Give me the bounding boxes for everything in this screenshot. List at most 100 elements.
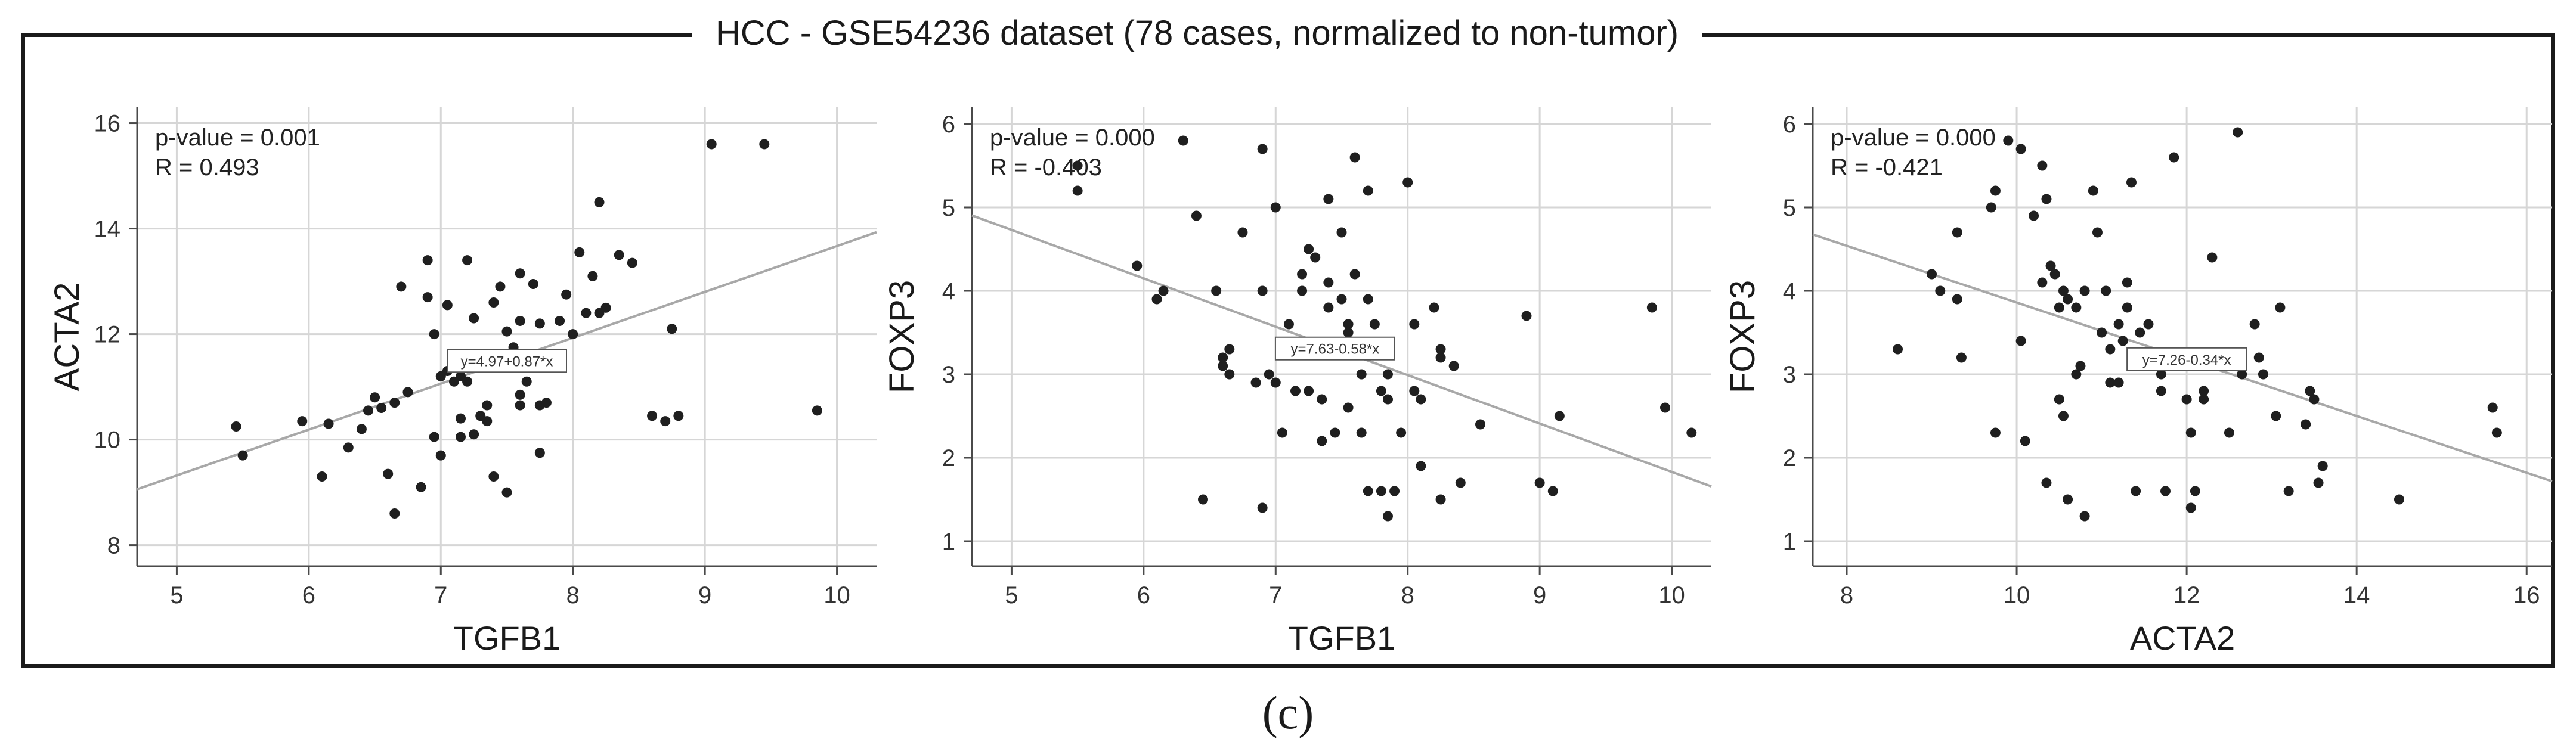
x-tick-label: 5 (1005, 582, 1018, 609)
y-axis-label: FOXP3 (883, 280, 921, 393)
data-point (1151, 294, 1162, 305)
data-point (1383, 369, 1393, 380)
data-point (343, 442, 354, 453)
data-point (2079, 285, 2090, 296)
data-point (1402, 177, 1413, 188)
data-point (528, 278, 538, 289)
y-tick-label: 5 (1783, 195, 1796, 221)
data-point (495, 281, 506, 292)
data-point (2185, 502, 2196, 513)
y-axis-label: ACTA2 (48, 283, 86, 392)
y-tick-label: 14 (94, 216, 121, 243)
x-tick-label: 5 (170, 582, 183, 609)
data-point (389, 508, 400, 519)
data-point (317, 471, 327, 482)
data-point (1323, 194, 1334, 204)
data-point (2054, 302, 2064, 313)
data-point (2199, 386, 2209, 396)
y-tick-label: 3 (1783, 362, 1796, 388)
data-point (1383, 511, 1393, 522)
y-tick-label: 1 (942, 529, 955, 555)
data-point (389, 398, 400, 408)
data-point (1409, 319, 1420, 330)
data-point (1893, 344, 1903, 355)
data-point (2088, 185, 2098, 196)
y-tick-label: 1 (1783, 529, 1796, 555)
data-point (297, 416, 308, 427)
data-point (706, 139, 717, 150)
data-point (1376, 386, 1386, 396)
data-point (561, 289, 572, 300)
x-tick-label: 16 (2513, 582, 2540, 609)
data-point (383, 468, 394, 479)
data-point (1277, 427, 1287, 438)
data-point (1363, 486, 1373, 496)
scatter-plot-acta2-vs-tgfb1: 5 6 7 8 9 10 8 10 12 14 16 y=4.97+0.87*x p-value = 0… (48, 107, 877, 657)
data-point (402, 387, 413, 398)
data-point (2143, 319, 2154, 330)
x-axis-label: TGFB1 (1288, 619, 1395, 657)
data-point (237, 450, 248, 461)
data-point (2105, 377, 2116, 388)
data-point (1547, 486, 1558, 496)
data-point (1435, 494, 1446, 505)
p-value-annotation: p-value = 0.000 (1831, 125, 1996, 151)
data-point (1283, 319, 1294, 330)
x-tick-label: 8 (1840, 582, 1853, 609)
data-point (2058, 411, 2069, 421)
data-point (647, 411, 658, 421)
data-point (2075, 361, 2086, 371)
x-axis-label: TGFB1 (453, 619, 561, 657)
data-point (673, 411, 684, 421)
data-point (1158, 285, 1169, 296)
data-point (1455, 477, 1466, 488)
data-point (2003, 135, 2014, 146)
data-point (1257, 144, 1268, 154)
data-point (1349, 152, 1360, 163)
data-point (515, 400, 525, 411)
data-point (1343, 402, 1354, 413)
data-point (1952, 294, 1962, 305)
data-point (1383, 394, 1393, 405)
data-point (1416, 394, 1426, 405)
data-point (1257, 285, 1268, 296)
data-point (1363, 294, 1373, 305)
fit-label-box (2126, 347, 2247, 371)
data-point (2126, 177, 2137, 188)
data-point (1409, 386, 1420, 396)
data-point (1310, 252, 1321, 263)
data-point (1956, 352, 1967, 363)
data-point (1534, 477, 1545, 488)
data-point (1224, 369, 1235, 380)
data-point (812, 405, 822, 416)
data-point (2054, 394, 2064, 405)
y-tick-label: 3 (942, 362, 955, 388)
data-point (1356, 369, 1367, 380)
data-point (1356, 427, 1367, 438)
data-point (456, 413, 466, 424)
data-point (1475, 419, 1485, 430)
data-point (555, 315, 565, 326)
x-tick-label: 14 (2343, 582, 2370, 609)
data-point (534, 448, 545, 458)
data-point (482, 416, 493, 427)
y-tick-label: 10 (94, 427, 121, 454)
data-point (2071, 369, 2082, 380)
data-point (2301, 419, 2311, 430)
data-point (469, 429, 479, 440)
data-point (2063, 494, 2073, 505)
data-point (2207, 252, 2218, 263)
p-value-annotation: p-value = 0.001 (155, 125, 320, 151)
data-point (1304, 386, 1314, 396)
data-point (2305, 386, 2315, 396)
data-point (2491, 427, 2502, 438)
data-point (429, 432, 439, 442)
fit-equation-label: y=7.26-0.34*x (2142, 352, 2231, 368)
data-point (2092, 227, 2103, 238)
data-point (1448, 361, 1459, 371)
data-point (2037, 160, 2048, 171)
data-point (2317, 461, 2328, 471)
data-point (2181, 394, 2192, 405)
data-point (1990, 185, 2001, 196)
